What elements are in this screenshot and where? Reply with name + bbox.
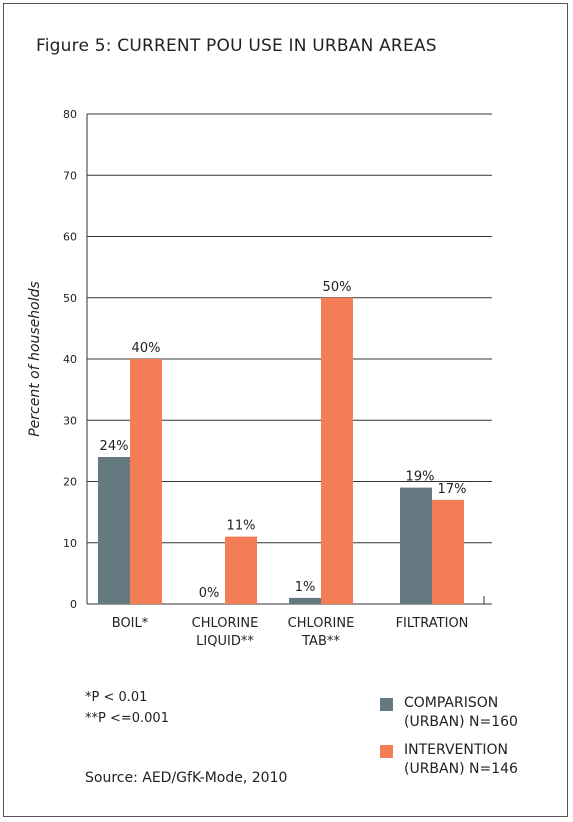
y-tick-label-10: 10	[63, 537, 77, 550]
source-note: Source: AED/GfK-Mode, 2010	[85, 770, 288, 786]
y-axis-label: Percent of households	[27, 281, 43, 437]
chart-title: Figure 5: CURRENT POU USE IN URBAN AREAS	[36, 36, 437, 56]
data-label-comparison-3: 19%	[406, 470, 435, 485]
data-label-intervention-2: 50%	[323, 280, 352, 295]
data-label-intervention-1: 11%	[227, 519, 256, 534]
x-tick-label-3-0: FILTRATION	[396, 616, 469, 631]
y-tick-label-30: 30	[63, 414, 77, 427]
footnote-2: **P <=0.001	[85, 711, 169, 726]
legend-swatch-intervention	[380, 745, 393, 758]
legend-label-comparison-line1: COMPARISON	[404, 695, 499, 711]
bar-intervention-1	[225, 536, 257, 604]
legend-swatch-comparison	[380, 698, 393, 711]
bar-intervention-2	[321, 297, 353, 604]
data-label-comparison-0: 24%	[100, 439, 129, 454]
legend-label-comparison-line2: (URBAN) N=160	[404, 714, 518, 730]
bar-comparison-3	[400, 487, 432, 604]
x-tick-label-1-0: CHLORINE	[192, 616, 259, 631]
data-label-intervention-0: 40%	[132, 341, 161, 356]
data-label-comparison-1: 0%	[199, 586, 220, 601]
y-tick-label-70: 70	[63, 169, 77, 182]
x-tick-label-1-1: LIQUID**	[196, 634, 254, 649]
data-label-comparison-2: 1%	[295, 580, 316, 595]
y-tick-label-80: 80	[63, 108, 77, 121]
y-tick-label-50: 50	[63, 292, 77, 305]
y-tick-label-0: 0	[70, 598, 77, 611]
y-tick-label-20: 20	[63, 476, 77, 489]
x-tick-label-2-1: TAB**	[301, 634, 340, 649]
x-tick-label-0-0: BOIL*	[112, 616, 149, 631]
y-tick-label-40: 40	[63, 353, 77, 366]
data-label-intervention-3: 17%	[438, 482, 467, 497]
bar-intervention-0	[130, 359, 162, 604]
bar-comparison-0	[98, 457, 130, 604]
footnote-1: *P < 0.01	[85, 690, 148, 705]
y-tick-label-60: 60	[63, 231, 77, 244]
bar-intervention-3	[432, 499, 464, 604]
legend-label-intervention-line2: (URBAN) N=146	[404, 761, 518, 777]
legend-label-intervention-line1: INTERVENTION	[404, 742, 509, 758]
x-tick-label-2-0: CHLORINE	[288, 616, 355, 631]
figure-frame	[3, 3, 568, 817]
bar-comparison-2	[289, 597, 321, 604]
